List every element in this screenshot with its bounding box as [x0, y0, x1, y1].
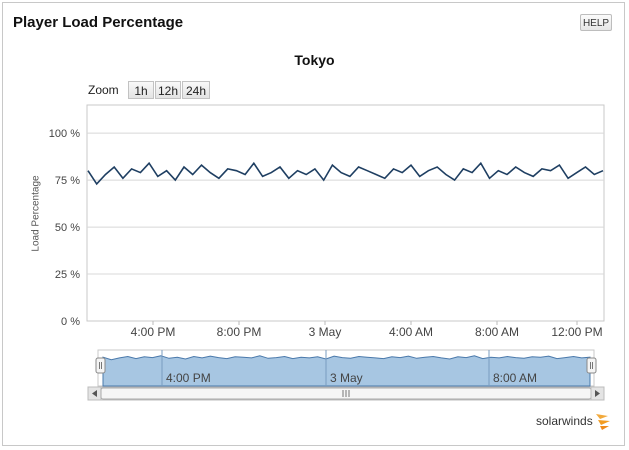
solarwinds-logo-icon: [596, 414, 610, 430]
help-button[interactable]: HELP: [580, 14, 612, 31]
y-tick-label: 50 %: [55, 222, 80, 234]
gridlines: [87, 132, 604, 275]
series-line: [87, 161, 604, 186]
navigator-tick-labels: 4:00 PM 3 May 8:00 AM: [166, 371, 537, 385]
widget-title: Player Load Percentage: [13, 14, 184, 31]
x-tick-label: 3 May: [309, 325, 342, 339]
y-tick-label: 100 %: [49, 128, 80, 140]
navigator-right-handle[interactable]: [586, 357, 597, 374]
navigator-tick-label: 4:00 PM: [166, 371, 211, 385]
y-tick-labels: 0 % 25 % 50 % 75 % 100 %: [49, 128, 80, 328]
navigator[interactable]: 4:00 PM 3 May 8:00 AM: [95, 349, 597, 387]
x-tick-labels: 4:00 PM 8:00 PM 3 May 4:00 AM 8:00 AM 12:00 P…: [131, 321, 603, 339]
scroll-left-arrow-icon: [92, 390, 97, 397]
navigator-series-area: [102, 355, 591, 387]
chart-title: Tokyo: [294, 52, 335, 68]
zoom-label: Zoom: [88, 83, 119, 97]
y-tick-label: 0 %: [61, 316, 80, 328]
zoom-24h-button[interactable]: 24h: [182, 81, 210, 99]
zoom-12h-button[interactable]: 12h: [155, 81, 181, 99]
navigator-tick-label: 3 May: [330, 371, 363, 385]
solarwinds-logo-text: solarwinds: [536, 414, 593, 428]
navigator-tick-label: 8:00 AM: [493, 371, 537, 385]
scroll-right-arrow-icon: [595, 390, 600, 397]
zoom-1h-button[interactable]: 1h: [128, 81, 154, 99]
x-tick-label: 4:00 AM: [389, 325, 433, 339]
x-tick-label: 12:00 PM: [551, 325, 602, 339]
x-tick-label: 8:00 AM: [475, 325, 519, 339]
scrollbar[interactable]: [87, 386, 605, 401]
x-tick-label: 8:00 PM: [217, 325, 262, 339]
plot-area: [86, 104, 605, 322]
y-tick-label: 75 %: [55, 175, 80, 187]
navigator-left-handle[interactable]: [95, 357, 106, 374]
y-tick-label: 25 %: [55, 269, 80, 281]
x-tick-label: 4:00 PM: [131, 325, 176, 339]
navigator-gridlines: [161, 350, 490, 386]
